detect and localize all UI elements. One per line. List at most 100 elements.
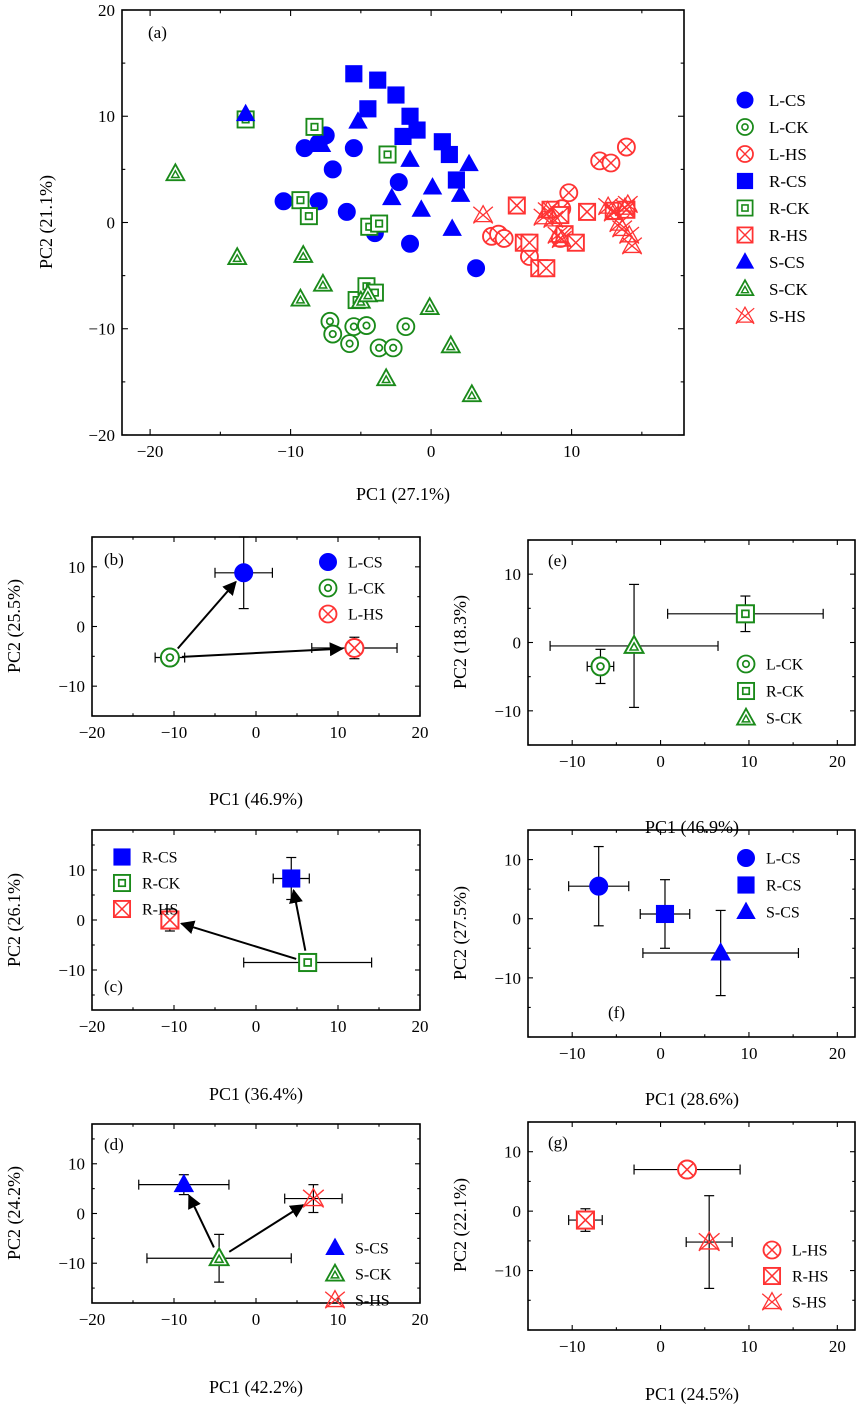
panel-b-xtick-label: 20	[412, 723, 429, 742]
panel-e-xtick-label: 10	[740, 752, 757, 771]
panel-a-point-s-ck	[292, 244, 314, 263]
panel-e-ytick-label: −10	[494, 702, 521, 721]
panel-a-point-s-ck	[357, 283, 379, 303]
panel-e-xtick-label: 20	[829, 752, 846, 771]
panel-f-point-s-cs	[710, 942, 731, 961]
panel-e: −10 0 10 20 −10 0 10 PC1 (46.9%) PC2 (18.3%) (e) L…	[450, 539, 856, 838]
panel-g-xlabel: PC1 (24.5%)	[645, 1384, 739, 1405]
panel-a-point-r-ck	[305, 117, 324, 136]
panel-g-ytick-label: 10	[504, 1143, 521, 1162]
panel-b-legend-marker-l-ck	[318, 578, 338, 598]
panel-a-frame	[121, 9, 685, 436]
panel-a-series-r-cs	[345, 65, 465, 189]
panel-a-point-r-ck	[299, 207, 318, 226]
panel-a-point-l-cs	[389, 173, 408, 192]
panel-f-legend: L-CS R-CS S-CS	[736, 849, 802, 922]
panel-a-point-l-cs	[323, 160, 342, 179]
panel-f-point-l-cs	[589, 876, 609, 896]
panel-c-point-r-ck	[298, 952, 318, 973]
panel-a-legend-label-r-hs: R-HS	[769, 226, 808, 245]
panel-a-tag: (a)	[148, 23, 167, 42]
panel-a-point-l-ck	[383, 338, 403, 358]
panel-d-arrow-s-ck-to-s-cs	[188, 1194, 215, 1248]
panel-e-legend-label-l-ck: L-CK	[766, 657, 804, 674]
panel-a-point-r-cs	[345, 65, 363, 83]
panel-e-legend-marker-l-ck	[736, 654, 756, 674]
panel-d-series-s-ck	[146, 1233, 292, 1283]
panel-a-point-l-ck	[323, 324, 343, 344]
panel-c-series-r-cs	[272, 856, 310, 901]
panel-b-xtick-label: −10	[161, 723, 188, 742]
panel-d-tag: (d)	[104, 1135, 124, 1154]
panel-a-legend-marker-l-hs	[736, 145, 754, 163]
panel-a-point-s-cs	[459, 153, 479, 172]
panel-d-xtick-label: 10	[330, 1310, 347, 1329]
panel-a-point-s-cs	[422, 177, 443, 195]
panel-a-point-s-ck	[440, 334, 462, 354]
panel-a-point-s-cs	[382, 187, 402, 206]
panel-e-point-l-ck	[590, 656, 611, 677]
panel-c-ytick-label: 0	[77, 911, 86, 930]
panel-a-legend-label-r-cs: R-CS	[769, 172, 807, 191]
panel-a-series-l-cs	[274, 126, 486, 278]
panel-a-point-l-ck	[396, 317, 416, 337]
panel-a-legend-marker-s-hs	[735, 305, 755, 325]
panel-a-point-l-cs	[467, 259, 486, 278]
panel-d-series-s-hs	[284, 1184, 343, 1214]
panel-e-xtick-label: 0	[656, 752, 665, 771]
panel-b-tag: (b)	[104, 550, 124, 569]
panel-g-xtick-label: 0	[656, 1337, 665, 1356]
panel-a-point-r-cs	[447, 171, 465, 189]
panel-c-legend: R-CS R-CK R-HS	[112, 848, 181, 919]
panel-a-point-s-cs	[450, 184, 471, 202]
panel-a-series-r-ck	[236, 110, 397, 310]
panel-e-tag: (e)	[548, 551, 567, 570]
panel-f-xtick-label: −10	[559, 1044, 586, 1063]
panel-a-point-s-cs	[311, 134, 332, 152]
panel-d: −20 −10 0 10 20 −10 0 10 PC1 (42.2%) PC2 (24.2%) (…	[4, 1123, 429, 1398]
panel-a-legend-marker-r-cs	[736, 172, 754, 190]
panel-g-xtick-label: 10	[740, 1337, 757, 1356]
panel-a-legend-label-l-ck: L-CK	[769, 118, 809, 137]
panel-c: −20 −10 0 10 20 −10 0 10 PC1 (36.4%) PC2 (26.1%) (…	[4, 829, 429, 1105]
panel-b-legend: L-CS L-CK L-HS	[318, 553, 386, 624]
panel-a-point-s-cs	[400, 149, 420, 167]
panel-c-legend-label-r-cs: R-CS	[142, 850, 178, 867]
panel-e-legend-marker-r-ck	[736, 681, 756, 701]
panel-e-point-r-ck	[735, 604, 755, 624]
panel-a-point-l-cs	[337, 202, 356, 221]
panel-a-xlabel: PC1 (27.1%)	[356, 484, 450, 505]
panel-a-legend-label-r-ck: R-CK	[769, 199, 810, 218]
panel-b-legend-label-l-ck: L-CK	[348, 581, 386, 598]
panel-g-point-r-hs	[575, 1210, 595, 1230]
panel-d-arrow-s-ck-to-s-hs	[228, 1204, 305, 1253]
panel-g-legend-marker-r-hs	[762, 1266, 782, 1286]
panel-a-point-l-cs	[309, 192, 328, 211]
panel-g-legend-label-s-hs: S-HS	[792, 1295, 827, 1312]
panel-a-ylabel: PC2 (21.1%)	[36, 175, 57, 269]
panel-d-xtick-label: 0	[252, 1310, 261, 1329]
panel-a-legend-label-l-cs: L-CS	[769, 91, 806, 110]
panel-f-point-r-cs	[655, 904, 675, 924]
panel-c-series-r-ck	[243, 952, 373, 973]
panel-e-series-l-ck	[586, 648, 615, 685]
panel-a-point-r-cs	[387, 86, 405, 104]
panel-d-ylabel: PC2 (24.2%)	[4, 1166, 25, 1260]
panel-b-ytick-label: 10	[68, 558, 85, 577]
panel-a-point-r-cs	[408, 121, 426, 139]
panel-b-ylabel: PC2 (25.5%)	[4, 579, 25, 673]
panel-g-point-s-hs	[698, 1230, 720, 1252]
panel-a-point-s-hs	[543, 208, 564, 229]
panel-a-point-l-hs	[616, 137, 636, 157]
panel-b-series-l-hs	[311, 636, 398, 660]
panel-e-xtick-label: −10	[559, 752, 586, 771]
panel-d-legend: S-CS S-CK S-HS	[324, 1237, 392, 1310]
panel-c-xtick-label: −10	[161, 1017, 188, 1036]
panel-b-xtick-label: 10	[330, 723, 347, 742]
panel-c-ytick-label: 10	[68, 861, 85, 880]
panel-e-legend-label-r-ck: R-CK	[766, 684, 805, 701]
panel-f-legend-marker-l-cs	[737, 849, 755, 867]
panel-c-point-r-cs	[282, 869, 301, 888]
panel-g-xtick-label: −10	[559, 1337, 586, 1356]
panel-a-point-l-cs	[401, 234, 420, 253]
